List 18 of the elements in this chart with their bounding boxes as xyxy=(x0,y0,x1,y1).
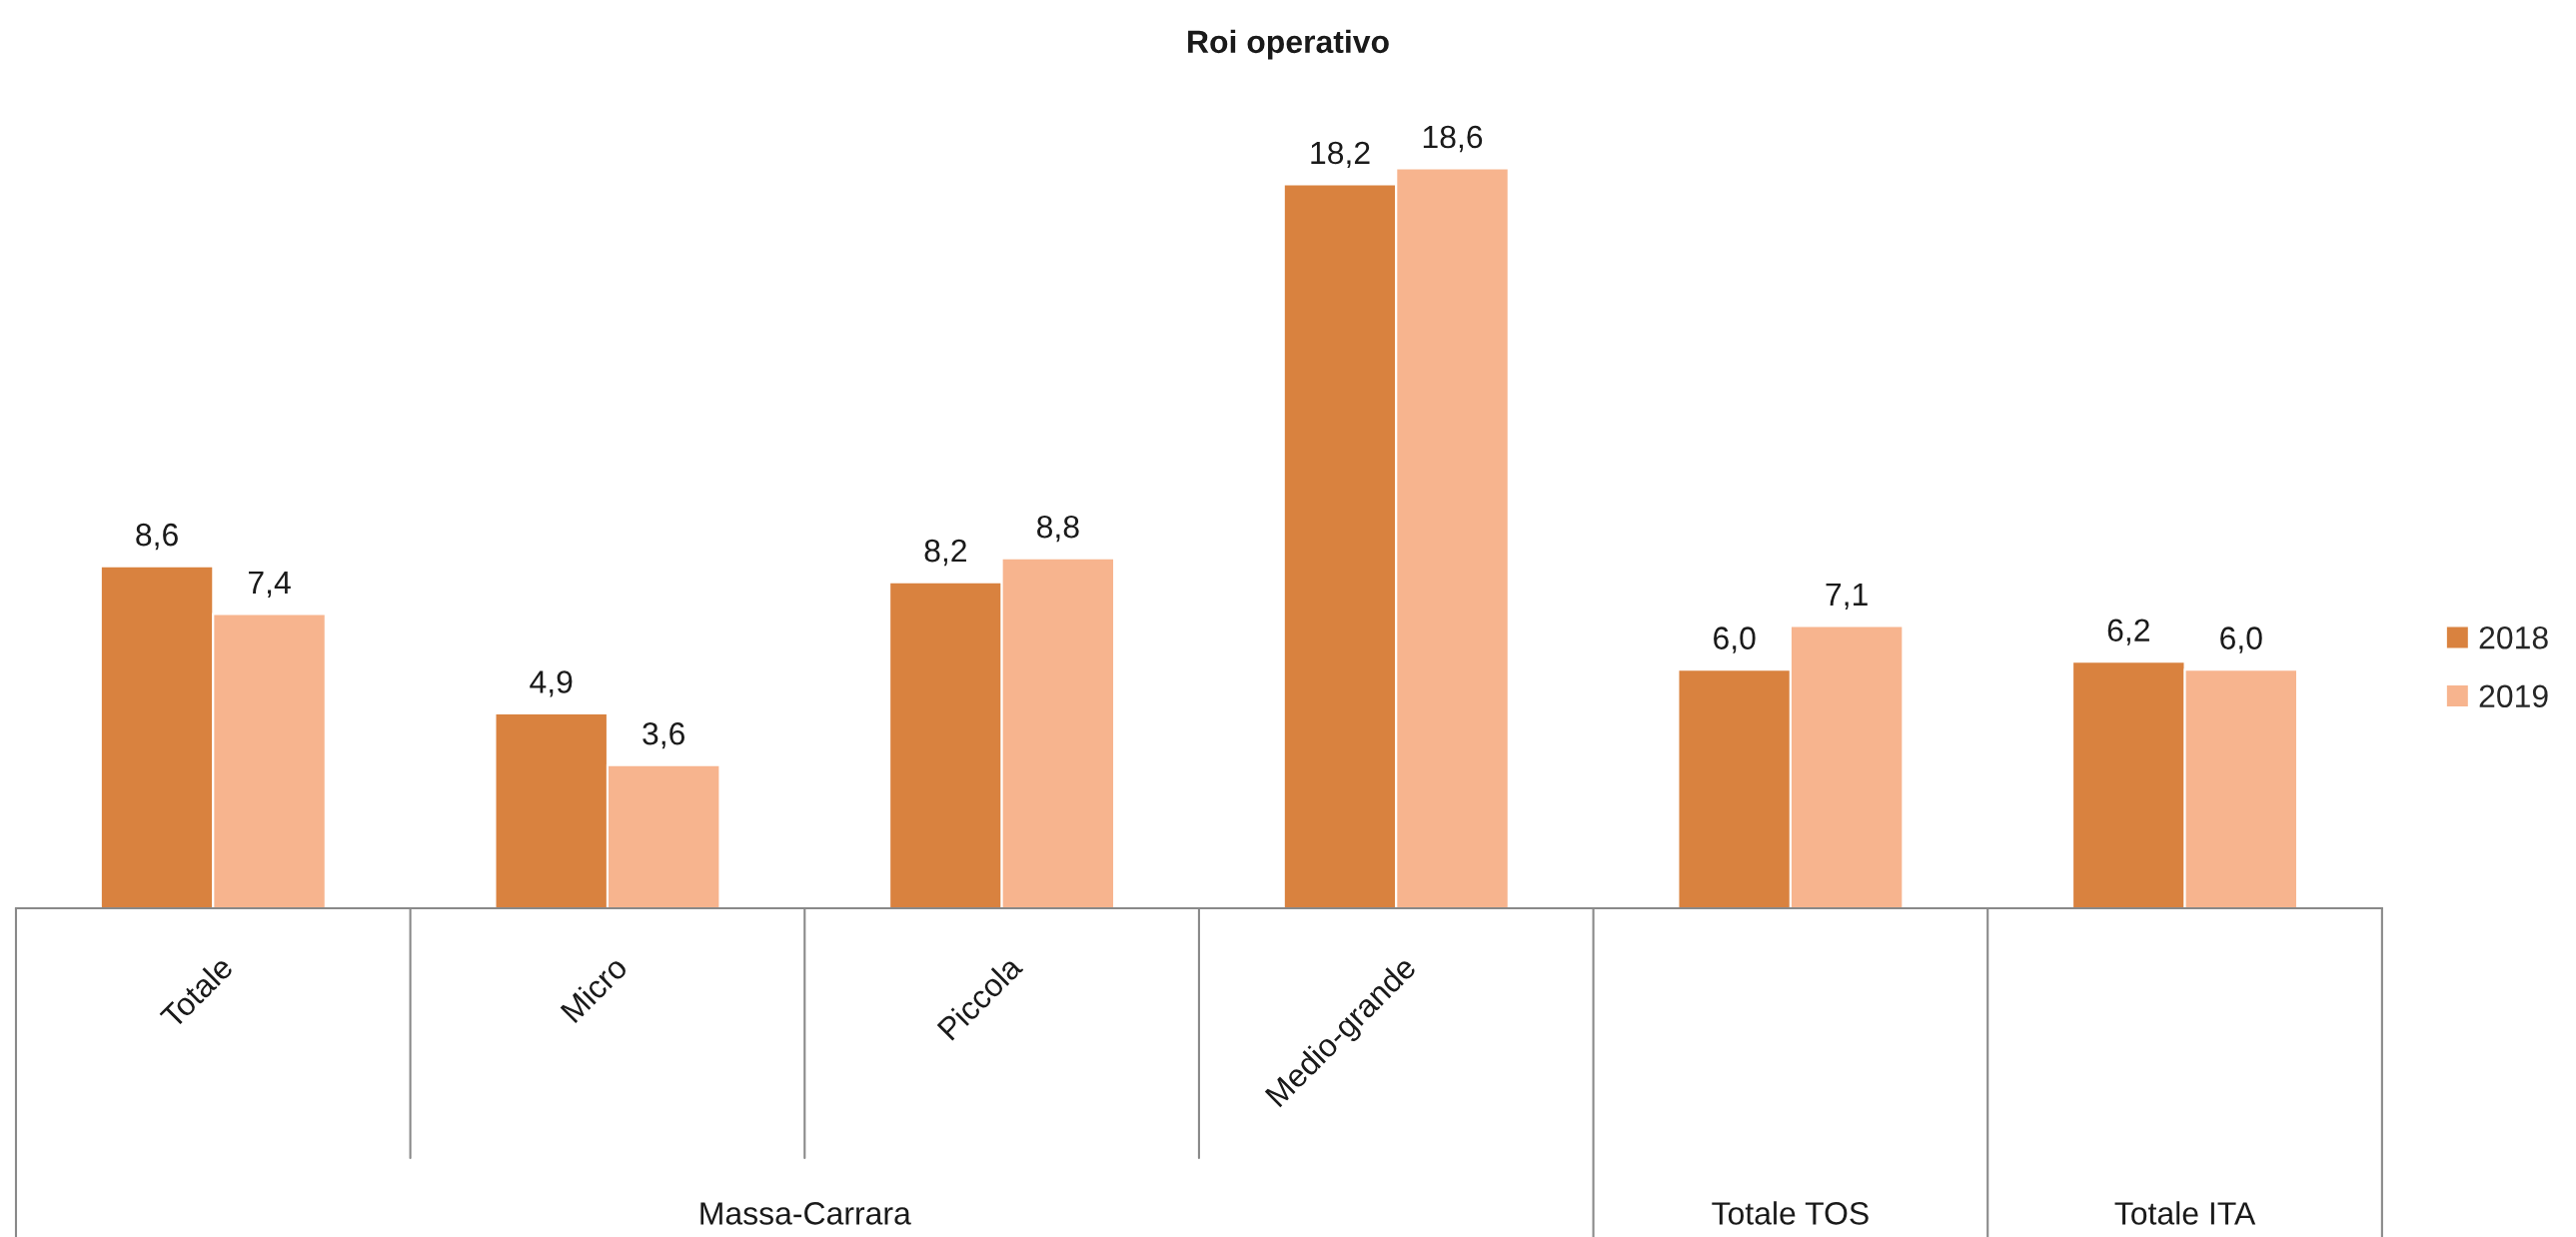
text: Massa-Carrara xyxy=(700,1202,911,1225)
legend-label: 2019 xyxy=(2479,684,2548,708)
data-label: 6,2 xyxy=(2107,618,2149,645)
text: Totale ITA xyxy=(2114,1201,2256,1225)
data-label: 4,9 xyxy=(530,670,573,697)
data-label: 18,6 xyxy=(1423,125,1483,153)
legend-label: 2018 xyxy=(2479,625,2548,649)
text: Totale TOS xyxy=(1712,1201,1869,1225)
data-label: 18,2 xyxy=(1311,141,1370,169)
data-label: 6,0 xyxy=(2220,626,2262,653)
data-label: 8,6 xyxy=(136,523,178,551)
data-label: 3,6 xyxy=(643,721,684,749)
data-label: 8,2 xyxy=(924,539,966,567)
data-label: 7,4 xyxy=(248,571,291,599)
data-label: 7,1 xyxy=(1826,583,1868,610)
data-label: 6,0 xyxy=(1714,626,1756,653)
chart-title: Roi operativo xyxy=(1188,29,1389,60)
data-label: 8,8 xyxy=(1037,515,1079,543)
